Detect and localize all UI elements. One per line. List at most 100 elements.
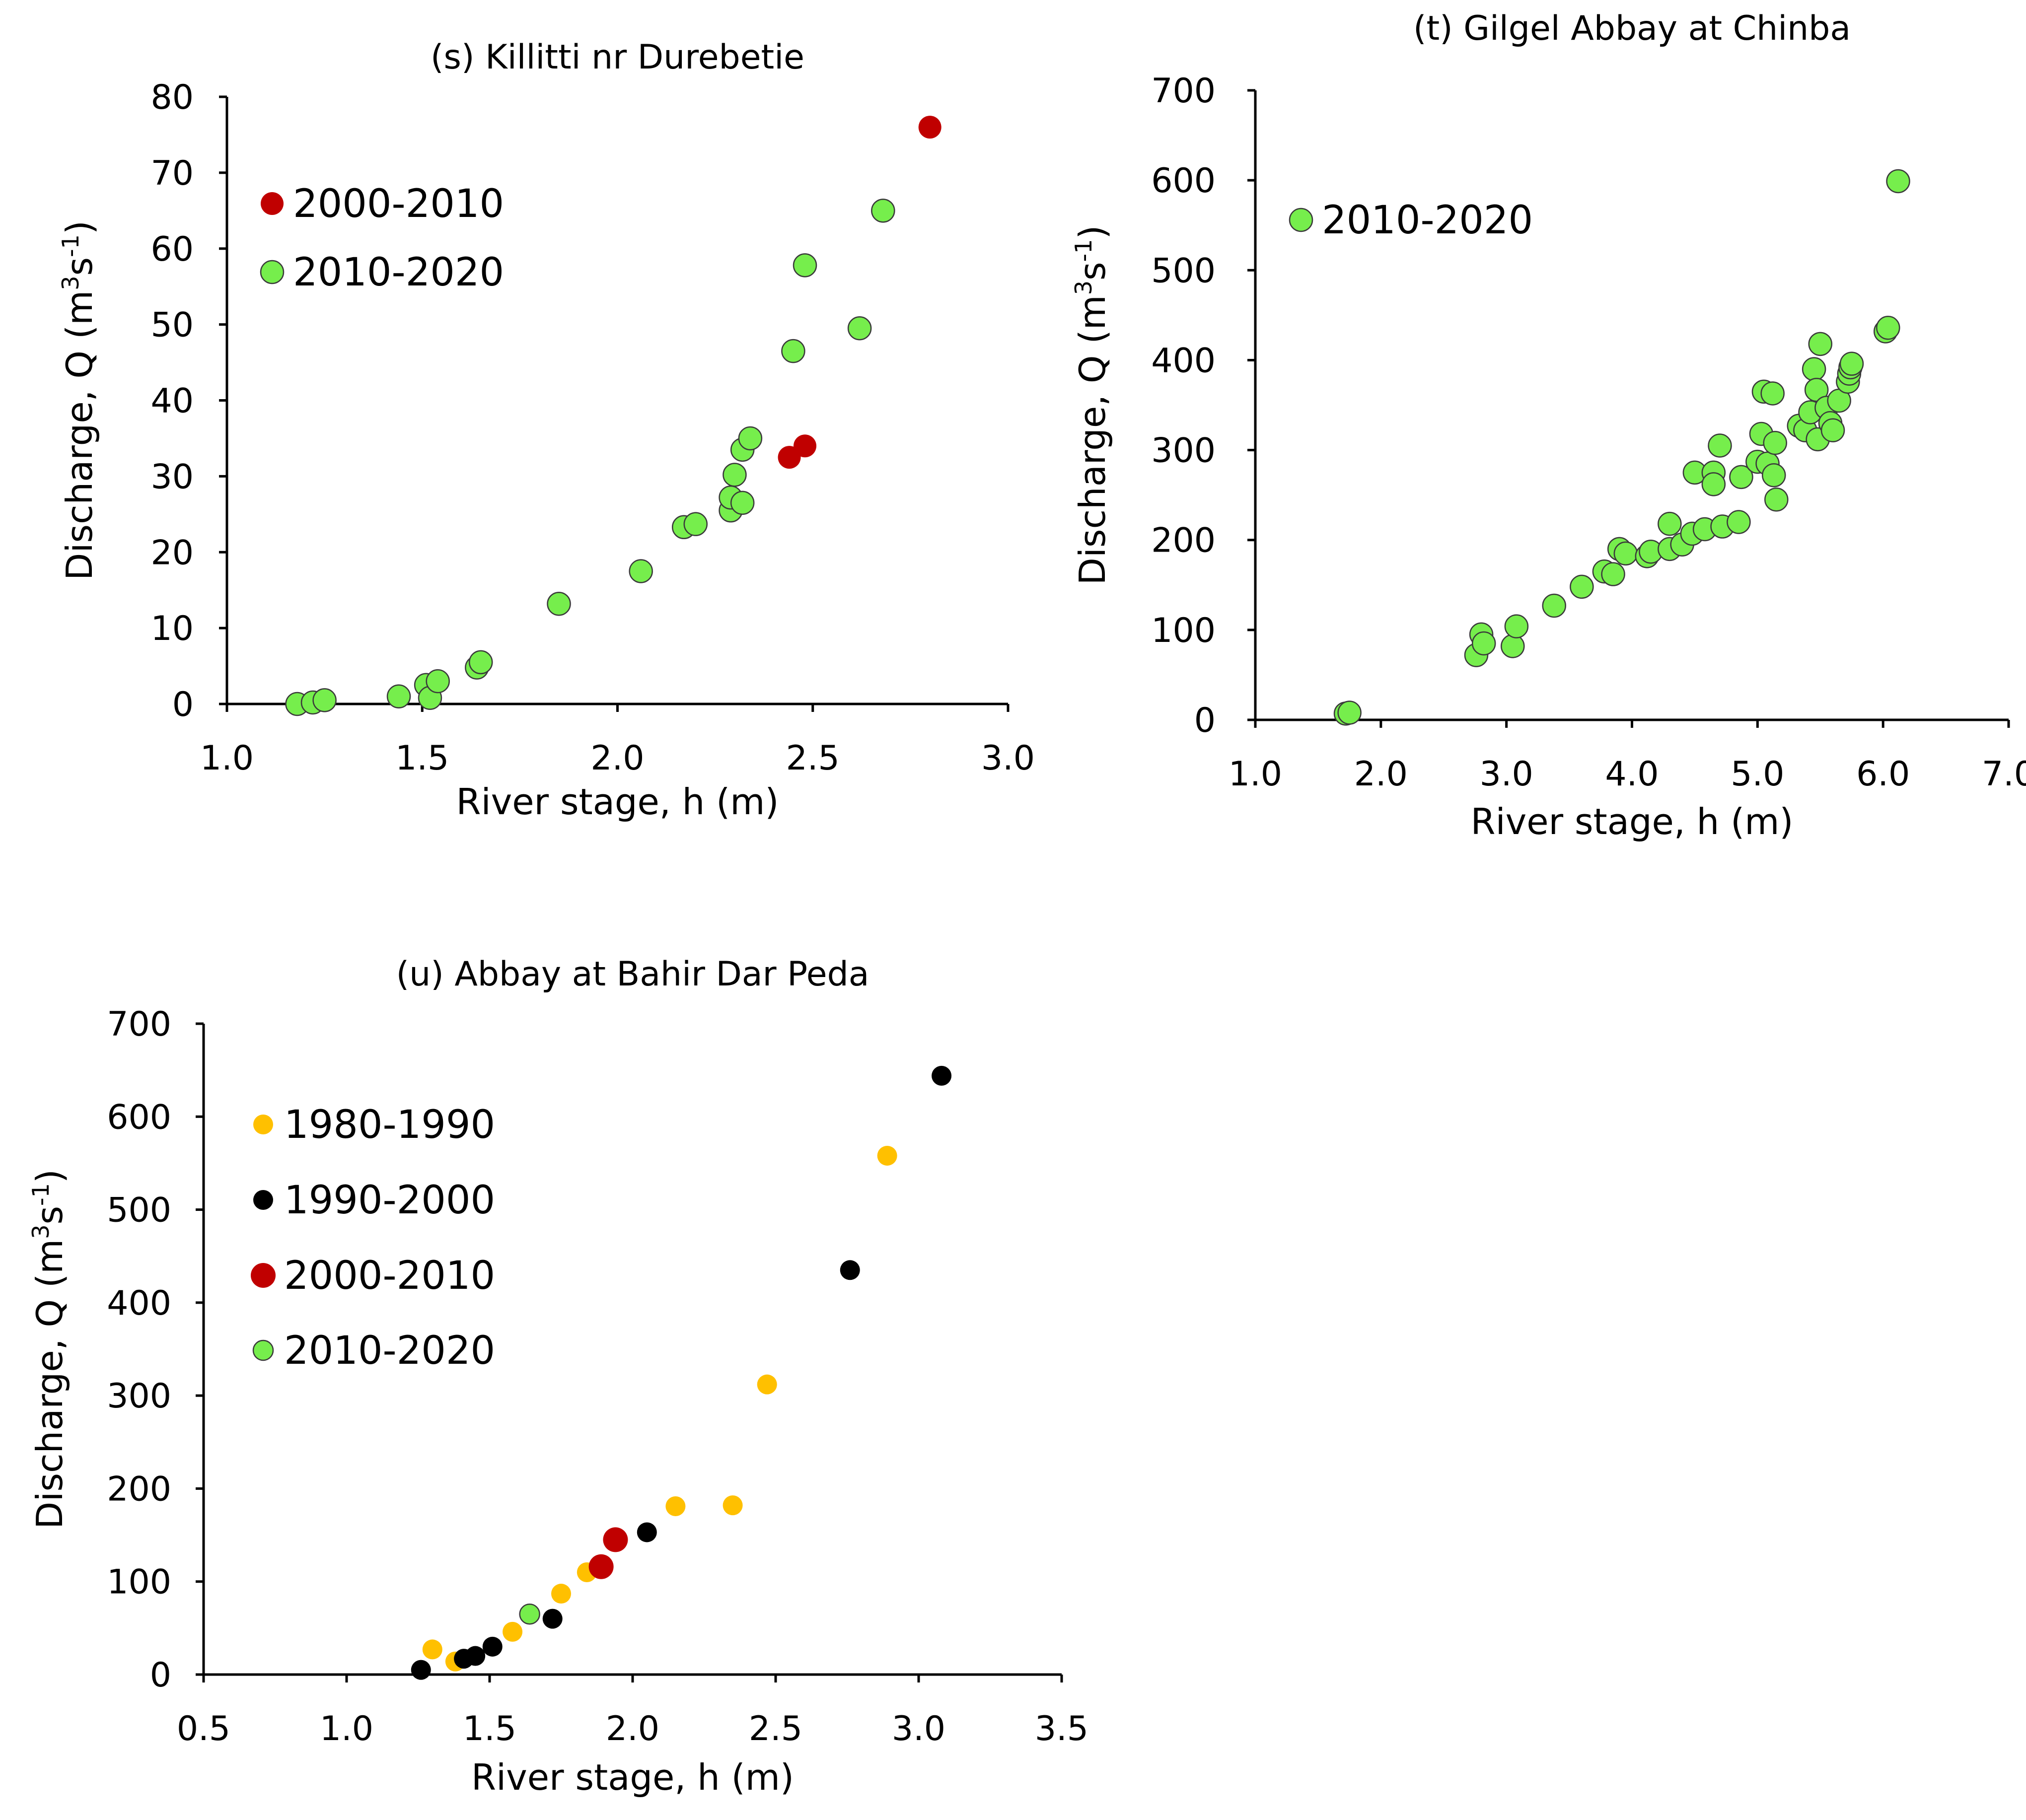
data-point-2010-2020 — [1658, 511, 1682, 536]
chart-title: (s) Killitti nr Durebetie — [431, 38, 804, 77]
data-point-2010-2020 — [1504, 614, 1529, 638]
legend-label-2000-2010: 2000-2010 — [284, 1254, 495, 1298]
x-tick-label: 1.5 — [395, 739, 449, 778]
legend-label-2000-2010: 2000-2010 — [293, 182, 504, 226]
x-tick-label: 0.5 — [177, 1709, 230, 1749]
x-tick-label: 5.0 — [1731, 755, 1784, 794]
x-tick-label: 3.0 — [1480, 755, 1533, 794]
legend-label-2010-2020: 2010-2020 — [293, 250, 504, 295]
legend-label-2010-2020: 2010-2020 — [1322, 198, 1533, 243]
data-point-2000-2010 — [603, 1527, 628, 1552]
data-point-1990-2000 — [411, 1660, 431, 1680]
data-point-2010-2020 — [723, 463, 747, 487]
y-axis-label-part: s — [59, 257, 100, 276]
y-tick-label: 200 — [107, 1470, 171, 1509]
data-point-2010-2020 — [468, 650, 493, 675]
x-tick-label: 4.0 — [1605, 755, 1659, 794]
data-point-2000-2010 — [918, 116, 941, 139]
data-point-2010-2020 — [1760, 381, 1785, 406]
data-point-2010-2020 — [730, 490, 755, 515]
y-axis-label: Discharge, Q (m3s-1) — [57, 220, 100, 580]
x-axis-label: River stage, h (m) — [456, 781, 779, 823]
data-point-2010-2020 — [629, 559, 653, 583]
chart-title: (t) Gilgel Abbay at Chinba — [1413, 9, 1851, 48]
data-point-2010-2020 — [1876, 315, 1900, 340]
data-point-1990-2000 — [482, 1636, 503, 1657]
data-point-2010-2020 — [1886, 169, 1910, 194]
x-tick-label: 2.0 — [1354, 755, 1408, 794]
data-point-2010-2020 — [1601, 562, 1625, 586]
x-tick-label: 1.0 — [200, 739, 254, 778]
data-point-1980-1990 — [422, 1639, 442, 1660]
data-point-2010-2020 — [847, 316, 872, 341]
data-point-2010-2020 — [1808, 332, 1832, 356]
y-tick-label: 200 — [1151, 521, 1216, 560]
data-point-2010-2020 — [683, 512, 708, 536]
data-point-2010-2020 — [1542, 593, 1566, 618]
x-tick-label: 2.0 — [606, 1709, 659, 1749]
x-tick-label: 1.0 — [320, 1709, 373, 1749]
data-point-2010-2020 — [1764, 487, 1789, 512]
y-tick-label: 10 — [150, 609, 194, 648]
data-point-2010-2020 — [1570, 574, 1594, 599]
x-tick-label: 3.0 — [892, 1709, 945, 1749]
x-tick-label: 7.0 — [1982, 755, 2026, 794]
data-point-1990-2000 — [840, 1260, 860, 1280]
y-axis-label-part: s — [1072, 262, 1113, 280]
data-point-1990-2000 — [932, 1065, 952, 1086]
y-tick-label: 100 — [1151, 611, 1216, 650]
y-tick-label: 50 — [150, 306, 194, 345]
x-tick-label: 3.0 — [981, 739, 1035, 778]
y-tick-label: 0 — [1194, 701, 1216, 740]
x-axis-label: River stage, h (m) — [471, 1756, 794, 1798]
y-tick-label: 300 — [107, 1377, 171, 1416]
y-tick-label: 400 — [1151, 341, 1216, 380]
y-tick-label: 700 — [1151, 71, 1216, 111]
chart-panel-t: (t) Gilgel Abbay at Chinba 1.0 2.0 3.0 4.0 5.… — [1070, 9, 2026, 842]
y-tick-label: 700 — [107, 1005, 171, 1044]
data-point-1980-1990 — [757, 1374, 777, 1395]
data-point-2010-2020 — [1613, 541, 1638, 566]
data-point-1980-1990 — [877, 1145, 897, 1166]
data-point-2010-2020 — [312, 688, 337, 712]
y-axis-label-part: ) — [1072, 225, 1113, 239]
y-axis-label: Discharge, Q (m3s-1) — [27, 1169, 71, 1529]
y-axis-label-superscript: -1 — [57, 234, 84, 257]
legend-marker-2010-2020 — [260, 260, 285, 284]
y-tick-label: 500 — [107, 1191, 171, 1230]
data-point-2010-2020 — [547, 591, 571, 616]
data-point-2010-2020 — [871, 199, 895, 223]
y-axis-label-part: Discharge, Q (m — [59, 290, 100, 580]
data-point-2000-2010 — [794, 434, 817, 458]
chart-panel-s: (s) Killitti nr Durebetie 1.0 1.5 2.0 2.5 3.0… — [57, 38, 1035, 823]
y-tick-label: 600 — [1151, 161, 1216, 201]
x-tick-label: 2.0 — [590, 739, 644, 778]
y-tick-label: 400 — [107, 1284, 171, 1323]
y-tick-label: 100 — [107, 1563, 171, 1602]
y-axis-label-superscript: -1 — [27, 1183, 54, 1206]
data-point-1990-2000 — [465, 1646, 486, 1666]
data-point-1990-2000 — [542, 1609, 563, 1629]
y-tick-label: 0 — [150, 1656, 171, 1695]
y-axis-label-part: ) — [29, 1169, 71, 1183]
legend-marker-1990-2000 — [253, 1190, 273, 1210]
y-axis-label: Discharge, Q (m3s-1) — [1070, 225, 1113, 585]
y-tick-label: 60 — [150, 230, 194, 269]
data-point-1980-1990 — [723, 1495, 743, 1516]
data-point-2010-2020 — [1761, 463, 1786, 488]
y-axis-label-superscript: -1 — [1070, 239, 1097, 262]
data-point-2010-2020 — [1839, 351, 1864, 376]
legend-marker-2000-2010 — [261, 192, 284, 215]
data-point-2010-2020 — [793, 253, 817, 278]
data-point-2000-2010 — [778, 446, 801, 469]
y-axis-label-superscript: 3 — [27, 1225, 54, 1239]
data-point-2010-2020 — [519, 1604, 540, 1625]
data-point-2010-2020 — [1802, 357, 1826, 381]
data-point-2010-2020 — [1471, 631, 1496, 656]
data-point-2010-2020 — [386, 684, 411, 708]
legend-marker-1980-1990 — [253, 1115, 273, 1134]
x-tick-label: 6.0 — [1856, 755, 1910, 794]
legend-label-1980-1990: 1980-1990 — [284, 1103, 495, 1147]
data-point-1990-2000 — [637, 1522, 657, 1542]
y-tick-label: 20 — [150, 533, 194, 572]
